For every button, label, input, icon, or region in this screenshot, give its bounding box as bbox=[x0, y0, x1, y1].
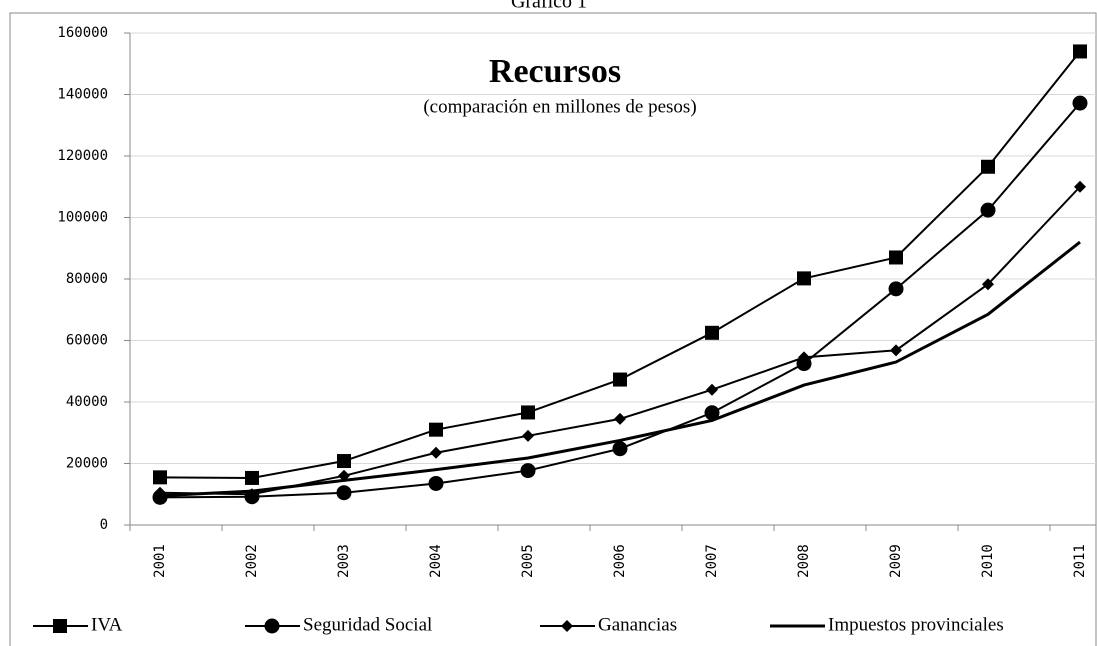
marker bbox=[706, 383, 718, 396]
marker bbox=[798, 351, 810, 364]
x-tick-label: 2003 bbox=[336, 544, 352, 578]
marker bbox=[890, 344, 902, 357]
y-tick-label: 120000 bbox=[57, 148, 108, 164]
x-tick-label: 2006 bbox=[612, 544, 628, 578]
legend-label: Seguridad Social bbox=[303, 614, 432, 635]
marker bbox=[981, 159, 995, 174]
x-tick-label: 2005 bbox=[520, 544, 536, 578]
marker bbox=[521, 405, 535, 420]
marker bbox=[982, 278, 994, 291]
marker bbox=[889, 250, 903, 265]
marker bbox=[429, 422, 443, 437]
marker bbox=[704, 405, 720, 421]
legend-label: Impuestos provinciales bbox=[828, 614, 1004, 635]
x-tick-label: 2007 bbox=[704, 544, 720, 578]
y-tick-label: 140000 bbox=[57, 87, 108, 103]
legend-marker bbox=[561, 620, 573, 632]
marker bbox=[888, 281, 904, 297]
marker bbox=[613, 372, 627, 387]
marker bbox=[614, 412, 626, 425]
marker bbox=[430, 446, 442, 459]
marker bbox=[520, 463, 536, 479]
marker bbox=[796, 356, 812, 372]
legend-label: Ganancias bbox=[598, 614, 677, 635]
marker bbox=[612, 441, 628, 457]
x-tick-label: 2008 bbox=[796, 544, 812, 578]
marker bbox=[1073, 44, 1087, 59]
marker bbox=[245, 470, 259, 485]
x-tick-label: 2002 bbox=[244, 544, 260, 578]
y-tick-label: 20000 bbox=[66, 456, 108, 472]
marker bbox=[797, 271, 811, 286]
y-tick-label: 40000 bbox=[66, 394, 108, 410]
marker bbox=[153, 470, 167, 485]
y-tick-label: 160000 bbox=[57, 25, 108, 41]
legend-marker bbox=[53, 619, 67, 633]
legend-marker bbox=[264, 618, 280, 634]
marker bbox=[980, 202, 996, 218]
x-tick-label: 2009 bbox=[888, 544, 904, 578]
annotation: (comparación en millones de pesos) bbox=[423, 96, 696, 117]
chart-subtitle: Recursos bbox=[489, 53, 621, 90]
marker bbox=[705, 325, 719, 340]
x-tick-label: 2011 bbox=[1072, 544, 1088, 578]
x-tick-label: 2001 bbox=[152, 544, 168, 578]
chart-frame bbox=[9, 12, 1097, 646]
marker bbox=[522, 429, 534, 442]
marker bbox=[1074, 180, 1086, 193]
y-tick-label: 80000 bbox=[66, 271, 108, 287]
marker bbox=[428, 475, 444, 491]
marker bbox=[336, 485, 352, 501]
x-tick-label: 2004 bbox=[428, 544, 444, 578]
y-tick-label: 0 bbox=[100, 517, 108, 533]
y-tick-label: 100000 bbox=[57, 210, 108, 226]
marker bbox=[337, 454, 351, 469]
marker bbox=[1072, 95, 1088, 111]
y-tick-label: 60000 bbox=[66, 333, 108, 349]
series-line bbox=[159, 102, 1081, 499]
series-line bbox=[159, 240, 1081, 498]
legend-label: IVA bbox=[91, 614, 123, 635]
x-tick-label: 2010 bbox=[980, 544, 996, 578]
chart-title: Gráfico 1 bbox=[511, 0, 587, 13]
